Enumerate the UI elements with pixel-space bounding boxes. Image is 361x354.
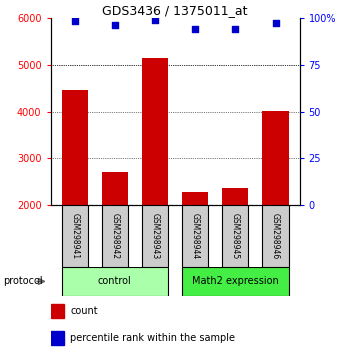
Text: protocol: protocol	[4, 276, 43, 286]
Bar	[222, 205, 248, 267]
Text: GSM298944: GSM298944	[191, 213, 200, 259]
Bar	[102, 205, 128, 267]
Bar	[262, 205, 288, 267]
Text: count: count	[70, 306, 98, 316]
Point	[112, 22, 118, 28]
Text: percentile rank within the sample: percentile rank within the sample	[70, 333, 235, 343]
Bar	[182, 192, 208, 205]
Bar	[182, 267, 288, 296]
Bar	[102, 172, 128, 205]
Title: GDS3436 / 1375011_at: GDS3436 / 1375011_at	[102, 4, 248, 17]
Bar	[62, 90, 88, 205]
Point	[273, 21, 278, 26]
Text: GSM298943: GSM298943	[151, 213, 160, 259]
Bar	[182, 205, 208, 267]
Text: GSM298942: GSM298942	[110, 213, 119, 259]
Bar	[262, 110, 288, 205]
Bar	[62, 267, 168, 296]
Bar	[142, 205, 168, 267]
Text: GSM298945: GSM298945	[231, 213, 240, 259]
Bar	[51, 331, 64, 345]
Bar	[62, 205, 88, 267]
Point	[72, 19, 78, 24]
Point	[192, 26, 198, 32]
Bar	[142, 58, 168, 205]
Text: GSM298946: GSM298946	[271, 213, 280, 259]
Point	[232, 26, 238, 32]
Text: control: control	[98, 276, 132, 286]
Bar	[51, 304, 64, 318]
Text: Math2 expression: Math2 expression	[192, 276, 279, 286]
Bar	[222, 188, 248, 205]
Point	[152, 17, 158, 22]
Text: GSM298941: GSM298941	[70, 213, 79, 259]
